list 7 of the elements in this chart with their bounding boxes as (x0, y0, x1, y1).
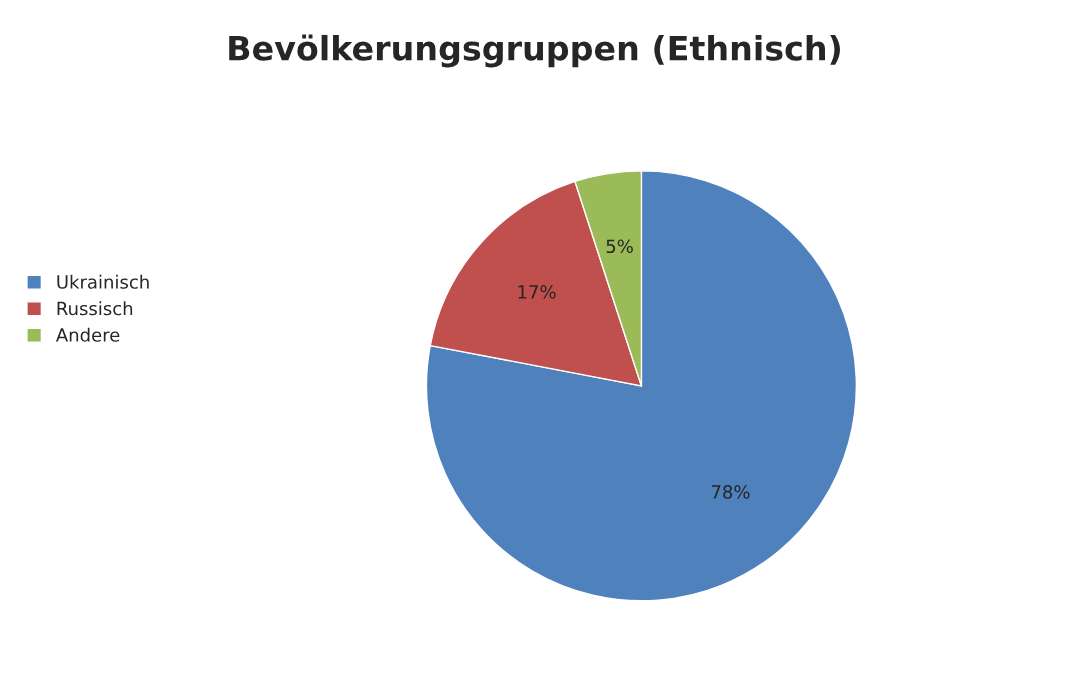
data-label: 5% (606, 239, 633, 254)
legend-label: Andere (55, 327, 120, 342)
legend-label: Russisch (57, 301, 133, 316)
data-label: 78% (711, 485, 750, 499)
chart-title: Bevölkerungsgruppen (Ethnisch) (229, 34, 840, 68)
legend-label: Ukrainisch (57, 274, 149, 289)
data-label: 17% (518, 285, 556, 299)
